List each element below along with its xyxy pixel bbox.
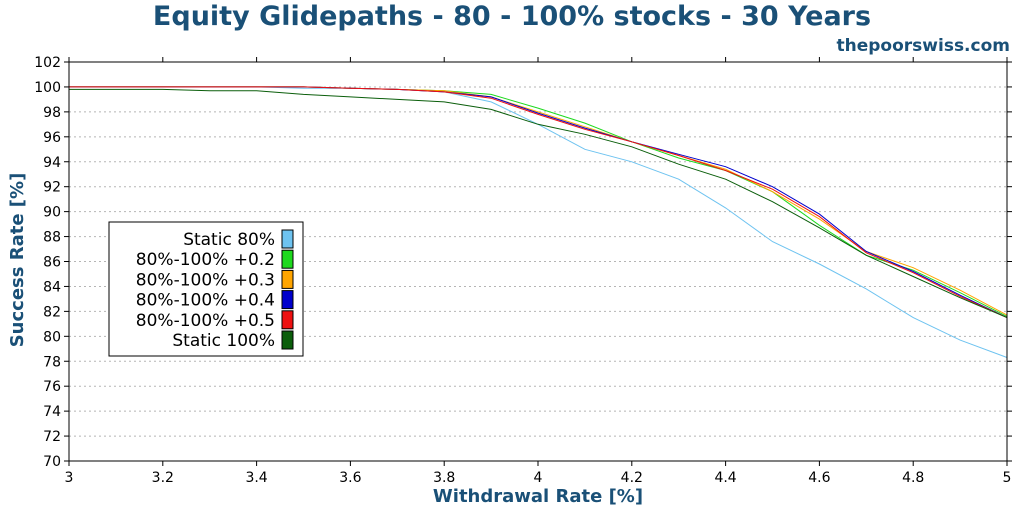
x-tick-label: 4.4	[714, 470, 736, 486]
series-lines	[69, 86, 1008, 358]
y-tick-label: 74	[43, 404, 61, 420]
x-tick-label: 4	[534, 470, 543, 486]
series-line-4	[69, 86, 1008, 319]
legend: Static 80%80%-100% +0.280%-100% +0.380%-…	[108, 221, 304, 357]
legend-box	[108, 221, 304, 357]
y-tick-label: 102	[34, 55, 61, 71]
legend-swatch	[281, 310, 294, 330]
x-tick-label: 3.4	[245, 470, 267, 486]
y-tick-label: 70	[43, 454, 61, 470]
y-tick-label: 76	[43, 379, 61, 395]
y-tick-label: 96	[43, 130, 61, 146]
legend-label: 80%-100% +0.2	[136, 250, 275, 270]
y-tick-label: 78	[43, 354, 61, 370]
legend-label: 80%-100% +0.3	[136, 270, 275, 290]
plot-frame	[68, 61, 1008, 462]
y-tick-label: 98	[43, 105, 61, 121]
chart-title: Equity Glidepaths - 80 - 100% stocks - 3…	[152, 1, 872, 32]
legend-swatch	[281, 229, 294, 249]
legend-label: Static 100%	[172, 331, 275, 351]
y-axis-ticks: 70 72 74 76 78 80 82 84 86 88 90 92 94 96 98 100 102	[34, 55, 1012, 470]
x-tick-label: 3.6	[339, 470, 361, 486]
legend-swatch	[281, 290, 294, 310]
legend-swatch	[281, 330, 294, 350]
y-tick-label: 88	[43, 230, 61, 246]
legend-label: Static 80%	[183, 230, 275, 250]
y-tick-label: 90	[43, 205, 61, 221]
y-axis-label: Success Rate [%]	[7, 173, 28, 348]
x-tick-label: 5	[1003, 470, 1012, 486]
y-tick-label: 94	[43, 155, 61, 171]
y-tick-label: 82	[43, 304, 61, 320]
legend-swatch	[281, 269, 294, 289]
x-axis-ticks: 3 3.2 3.4 3.6 3.8 4 4.2 4.4 4.6 4.8 5	[65, 57, 1012, 486]
x-tick-label: 4.8	[902, 470, 924, 486]
x-tick-label: 4.2	[621, 470, 643, 486]
y-tick-label: 100	[34, 80, 61, 96]
x-tick-label: 4.6	[808, 470, 830, 486]
legend-label: 80%-100% +0.4	[136, 291, 275, 311]
y-tick-label: 86	[43, 255, 61, 271]
x-tick-label: 3.8	[433, 470, 455, 486]
y-tick-label: 72	[43, 429, 61, 445]
x-axis-label: Withdrawal Rate [%]	[433, 486, 643, 507]
legend-swatch	[281, 249, 294, 269]
y-tick-label: 84	[43, 279, 61, 295]
x-tick-label: 3.2	[152, 470, 174, 486]
legend-label: 80%-100% +0.5	[136, 311, 275, 331]
x-tick-label: 3	[65, 470, 74, 486]
source-label: thepoorswiss.com	[836, 36, 1011, 56]
y-tick-label: 80	[43, 329, 61, 345]
y-tick-label: 92	[43, 180, 61, 196]
series-line-5	[69, 88, 1008, 319]
